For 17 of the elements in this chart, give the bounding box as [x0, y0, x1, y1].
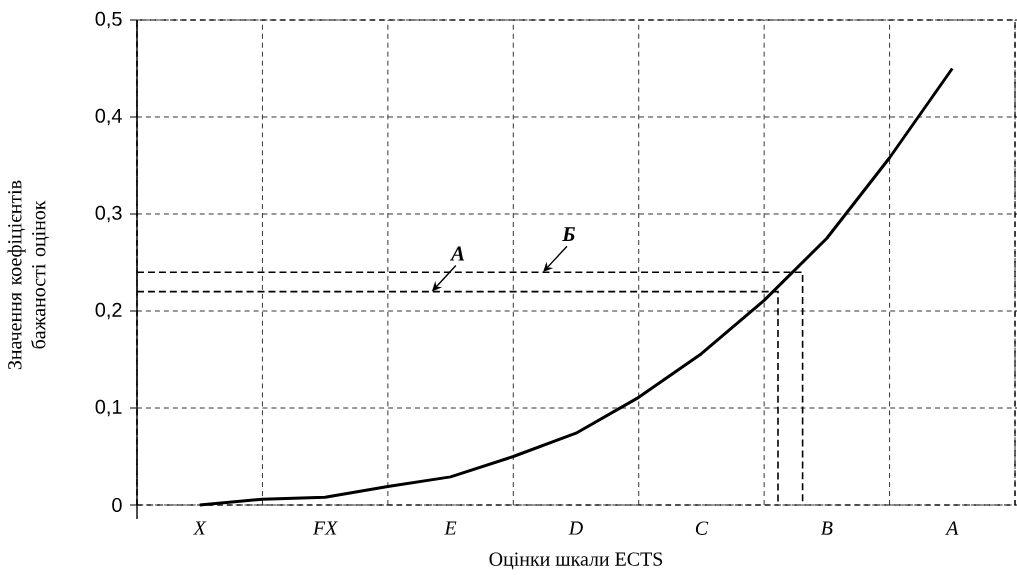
y-tick-label: 0,4 [95, 108, 122, 126]
x-tick-label: C [695, 521, 709, 535]
y-tick-label: 0,1 [95, 399, 122, 417]
x-tick-label: X [192, 521, 207, 535]
x-tick-label: FX [312, 521, 338, 535]
y-tick-label: 0,2 [95, 302, 122, 320]
x-axis-title: Оцінки шкали ECTS [489, 552, 663, 570]
y-tick-label: 0,3 [95, 205, 122, 223]
y-tick-label: 0 [112, 497, 122, 513]
x-tick-label: D [568, 521, 583, 535]
ref-line-label: А [449, 246, 465, 261]
x-tick-label: A [945, 521, 959, 535]
x-tick-label: E [444, 521, 457, 535]
y-tick-label: 0,5 [95, 11, 122, 29]
ref-line-label: Б [562, 227, 575, 241]
x-tick-label: B [820, 521, 833, 535]
y-axis-title: Значення коефіцієнтів бажаності оцінок [7, 180, 50, 370]
